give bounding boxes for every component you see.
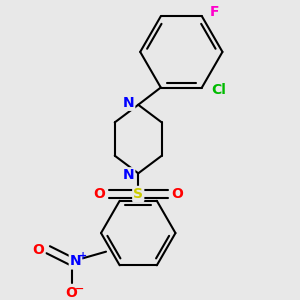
Text: O: O — [32, 243, 44, 257]
Text: F: F — [210, 5, 219, 20]
Text: N: N — [123, 168, 134, 182]
Text: S: S — [133, 187, 143, 201]
Text: N: N — [70, 254, 81, 268]
Text: Cl: Cl — [211, 83, 226, 98]
Text: −: − — [75, 284, 84, 294]
Text: +: + — [79, 250, 88, 261]
Text: O: O — [172, 187, 183, 201]
Text: O: O — [66, 286, 78, 300]
Text: O: O — [93, 187, 105, 201]
Text: N: N — [123, 96, 134, 110]
